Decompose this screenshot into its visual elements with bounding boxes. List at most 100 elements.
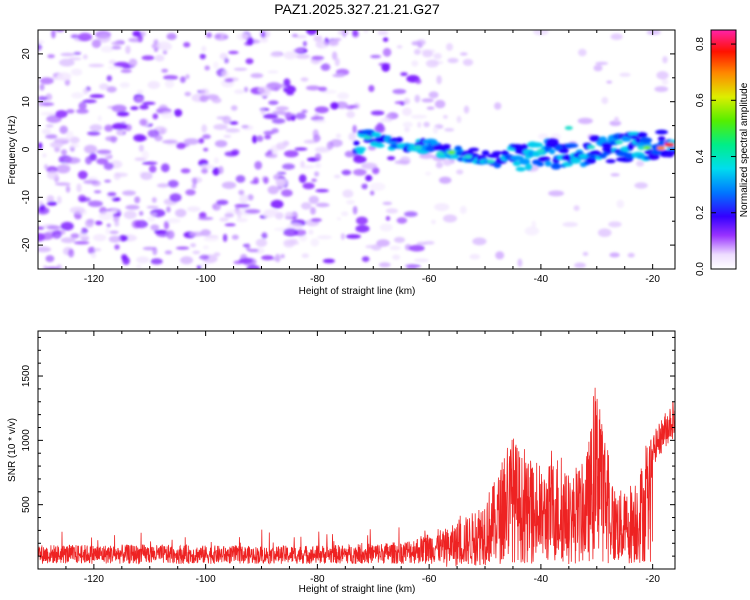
noise-blob (164, 250, 173, 255)
noise-blob (367, 145, 377, 151)
noise-blob (320, 63, 331, 71)
noise-blob (459, 205, 467, 214)
noise-blob (65, 185, 71, 193)
noise-blob (270, 199, 284, 209)
noise-blob (300, 77, 309, 82)
noise-blob (104, 179, 111, 183)
noise-blob (47, 170, 59, 180)
noise-blob (404, 211, 418, 217)
noise-blob (107, 192, 117, 197)
noise-blob (140, 31, 146, 37)
noise-blob (192, 177, 198, 186)
noise-blob (79, 233, 90, 240)
noise-blob (98, 212, 113, 221)
noise-blob (166, 218, 181, 224)
noise-blob (246, 264, 261, 269)
noise-blob (380, 118, 391, 123)
noise-blob (314, 146, 331, 153)
noise-blob (524, 226, 540, 236)
signal-blob (589, 135, 601, 142)
noise-blob (408, 244, 425, 252)
noise-blob (255, 238, 268, 247)
colorbar: 0.0 0.2 0.4 0.6 0.8 Normalized spectral ampl… (695, 29, 750, 276)
noise-blob (82, 87, 89, 95)
noise-blob (161, 68, 169, 73)
noise-blob (139, 118, 148, 126)
noise-blob (236, 217, 248, 223)
signal-blob (354, 146, 366, 152)
signal-blob (520, 144, 529, 149)
noise-blob (201, 45, 207, 53)
snr-y-tick-label: 1500 (21, 364, 32, 387)
noise-blob (91, 39, 102, 48)
noise-blob (64, 157, 81, 164)
spectrogram-y-tick-label: -20 (21, 237, 32, 252)
noise-blob (108, 59, 117, 65)
spectrogram-x-tick-label: -20 (645, 274, 660, 285)
noise-blob (361, 183, 368, 190)
noise-blob (368, 85, 375, 92)
noise-blob (376, 122, 384, 131)
noise-blob (616, 199, 625, 209)
signal-blob (598, 136, 607, 143)
noise-blob (38, 233, 45, 242)
noise-blob (213, 252, 221, 257)
snr-y-tick-label: 500 (21, 496, 32, 513)
noise-blob (78, 101, 87, 110)
noise-blob (267, 185, 279, 195)
noise-blob (276, 142, 287, 150)
noise-blob (577, 117, 593, 125)
noise-blob (609, 120, 622, 127)
noise-blob (87, 131, 101, 136)
noise-blob (214, 140, 228, 148)
signal-blob (636, 132, 648, 138)
noise-blob (402, 107, 412, 116)
noise-blob (326, 141, 334, 150)
noise-blob (365, 244, 379, 249)
signal-blob (569, 157, 582, 164)
noise-blob (370, 54, 381, 59)
noise-blob (60, 52, 75, 57)
noise-blob (150, 212, 157, 216)
noise-blob (459, 52, 468, 56)
spectrogram-x-tick-label: -60 (422, 274, 437, 285)
noise-blob (199, 254, 210, 260)
noise-blob (352, 153, 362, 160)
noise-blob (335, 133, 342, 139)
noise-blob (352, 31, 359, 38)
noise-blob (256, 135, 264, 142)
signal-blob (396, 136, 403, 143)
noise-blob (365, 174, 373, 182)
noise-blob (146, 205, 159, 209)
signal-blob (538, 156, 551, 162)
noise-blob (38, 246, 52, 253)
noise-blob (369, 182, 386, 191)
noise-blob (264, 134, 272, 140)
noise-blob (280, 254, 285, 259)
noise-blob (132, 30, 142, 37)
noise-blob (403, 97, 410, 105)
noise-blob (212, 202, 222, 211)
noise-blob (89, 94, 105, 98)
noise-blob (55, 30, 65, 33)
noise-blob (436, 75, 442, 85)
noise-blob (426, 106, 435, 110)
noise-blob (268, 100, 279, 105)
noise-blob (51, 230, 62, 239)
noise-blob (284, 240, 300, 246)
signal-blob (657, 136, 666, 142)
noise-blob (381, 63, 391, 72)
noise-blob (385, 208, 398, 214)
noise-blob (610, 173, 620, 177)
noise-blob (40, 77, 54, 85)
spectrogram-y-tick-label: -10 (21, 190, 32, 205)
signal-blob (384, 135, 392, 140)
noise-blob (610, 33, 623, 40)
noise-blob (284, 112, 291, 119)
signal-hotspot (587, 145, 596, 150)
noise-blob (68, 248, 75, 258)
noise-blob (263, 113, 278, 119)
noise-blob (218, 166, 224, 175)
spectrogram-x-tick-label: -40 (534, 274, 549, 285)
noise-blob (139, 104, 149, 110)
